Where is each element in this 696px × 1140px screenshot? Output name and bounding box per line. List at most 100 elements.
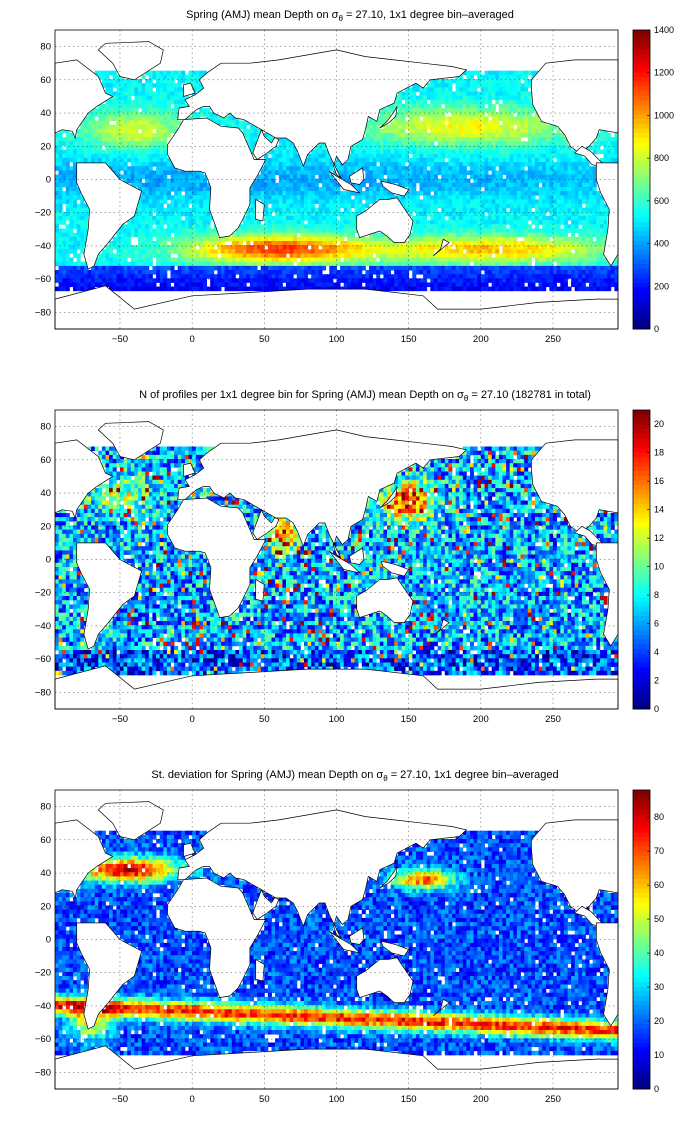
heatmap-cell xyxy=(423,199,427,204)
heatmap-cell xyxy=(434,224,438,229)
heatmap-cell xyxy=(80,237,84,242)
heatmap-cell xyxy=(466,183,470,188)
heatmap-cell xyxy=(553,199,557,204)
heatmap-cell xyxy=(438,229,442,234)
heatmap-cell xyxy=(499,216,503,221)
heatmap-cell xyxy=(142,253,146,258)
heatmap-cell xyxy=(134,141,138,146)
heatmap-cell xyxy=(138,83,142,88)
heatmap-cell xyxy=(369,266,373,271)
heatmap-cell xyxy=(521,195,525,200)
heatmap-cell xyxy=(427,199,431,204)
heatmap-cell xyxy=(513,266,517,271)
heatmap-cell xyxy=(373,249,377,254)
heatmap-cell xyxy=(553,191,557,196)
heatmap-cell xyxy=(232,270,236,275)
heatmap-cell xyxy=(358,154,362,159)
heatmap-cell xyxy=(322,162,326,167)
heatmap-cell xyxy=(503,100,507,105)
heatmap-cell xyxy=(120,233,124,238)
heatmap-cell xyxy=(481,191,485,196)
heatmap-cell xyxy=(564,187,568,192)
heatmap-cell xyxy=(369,195,373,200)
heatmap-cell xyxy=(290,195,294,200)
heatmap-cell xyxy=(499,137,503,142)
heatmap-cell xyxy=(84,133,88,138)
heatmap-cell xyxy=(423,195,427,200)
heatmap-cell xyxy=(456,183,460,188)
heatmap-cell xyxy=(542,249,546,254)
heatmap-cell xyxy=(178,270,182,275)
heatmap-cell xyxy=(282,249,286,254)
heatmap-cell xyxy=(322,166,326,171)
heatmap-cell xyxy=(402,249,406,254)
heatmap-cell xyxy=(163,121,167,126)
heatmap-cell xyxy=(167,116,171,121)
heatmap-cell xyxy=(391,154,395,159)
heatmap-cell xyxy=(427,83,431,88)
heatmap-cell xyxy=(441,195,445,200)
heatmap-cell xyxy=(427,195,431,200)
heatmap-cell xyxy=(495,229,499,234)
heatmap-cell xyxy=(582,262,586,267)
heatmap-cell xyxy=(474,133,478,138)
heatmap-cell xyxy=(531,125,535,130)
heatmap-cell xyxy=(109,133,113,138)
heatmap-cell xyxy=(369,249,373,254)
heatmap-cell xyxy=(416,141,420,146)
heatmap-cell xyxy=(275,224,279,229)
heatmap-cell xyxy=(466,100,470,105)
heatmap-cell xyxy=(362,191,366,196)
heatmap-cell xyxy=(474,258,478,263)
heatmap-cell xyxy=(214,253,218,258)
heatmap-cell xyxy=(445,262,449,267)
heatmap-cell xyxy=(185,224,189,229)
heatmap-cell xyxy=(402,96,406,101)
heatmap-cell xyxy=(441,187,445,192)
heatmap-cell xyxy=(387,175,391,180)
heatmap-cell xyxy=(134,175,138,180)
heatmap-cell xyxy=(441,116,445,121)
heatmap-cell xyxy=(380,158,384,163)
heatmap-cell xyxy=(459,150,463,155)
heatmap-cell xyxy=(568,229,572,234)
heatmap-cell xyxy=(73,241,77,246)
heatmap-cell xyxy=(171,249,175,254)
heatmap-cell xyxy=(66,258,70,263)
heatmap-cell xyxy=(517,258,521,263)
heatmap-cell xyxy=(80,154,84,159)
heatmap-cell xyxy=(308,216,312,221)
heatmap-cell xyxy=(308,253,312,258)
heatmap-cell xyxy=(77,220,81,225)
heatmap-cell xyxy=(510,92,514,97)
heatmap-cell xyxy=(69,237,73,242)
heatmap-cell xyxy=(474,150,478,155)
heatmap-cell xyxy=(445,183,449,188)
heatmap-cell xyxy=(145,183,149,188)
heatmap-cell xyxy=(513,150,517,155)
heatmap-cell xyxy=(448,133,452,138)
heatmap-cell xyxy=(207,249,211,254)
heatmap-cell xyxy=(412,253,416,258)
heatmap-cell xyxy=(531,129,535,134)
heatmap-cell xyxy=(485,220,489,225)
heatmap-cell xyxy=(398,96,402,101)
heatmap-cell xyxy=(120,253,124,258)
heatmap-cell xyxy=(420,183,424,188)
heatmap-cell xyxy=(391,170,395,175)
heatmap-cell xyxy=(272,175,276,180)
heatmap-cell xyxy=(546,170,550,175)
heatmap-cell xyxy=(178,237,182,242)
heatmap-cell xyxy=(485,150,489,155)
heatmap-cell xyxy=(95,141,99,146)
heatmap-cell xyxy=(167,216,171,221)
heatmap-cell xyxy=(199,249,203,254)
heatmap-cell xyxy=(293,229,297,234)
heatmap-cell xyxy=(470,108,474,113)
heatmap-cell xyxy=(564,220,568,225)
heatmap-cell xyxy=(575,266,579,271)
heatmap-cell xyxy=(88,116,92,121)
heatmap-cell xyxy=(344,266,348,271)
heatmap-cell xyxy=(452,141,456,146)
heatmap-cell xyxy=(293,220,297,225)
